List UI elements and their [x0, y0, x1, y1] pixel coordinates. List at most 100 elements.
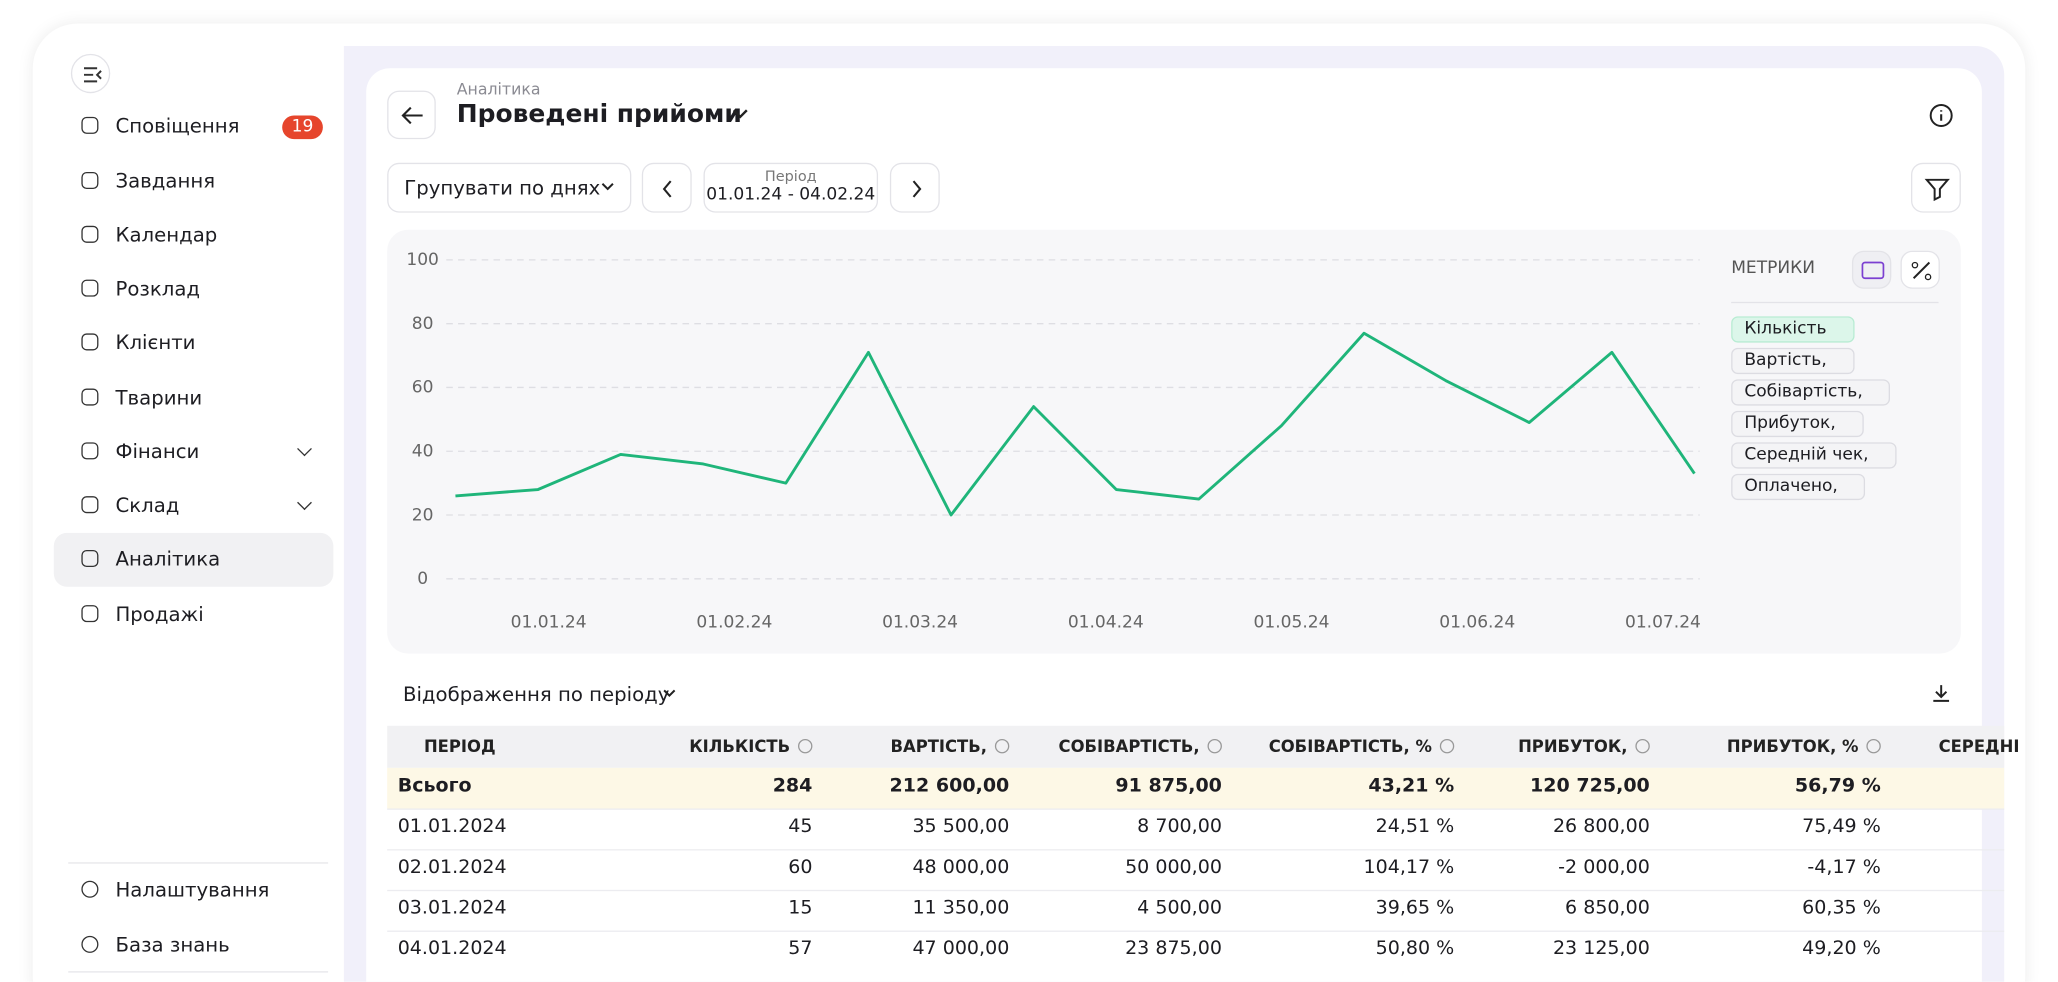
nav-icon: [81, 226, 98, 243]
info-icon: [1208, 739, 1222, 753]
icon: [1853, 252, 1892, 290]
nav-item[interactable]: Розклад: [81, 276, 330, 302]
nav-item[interactable]: Фінанси: [81, 438, 330, 464]
nav-item[interactable]: Продажі: [81, 601, 330, 627]
table-cell: 49,20 %: [1802, 938, 1881, 959]
table-cell: 45: [788, 816, 812, 837]
table-title[interactable]: Відображення по періоду: [403, 683, 669, 707]
column-header[interactable]: ПРИБУТОК, %: [1727, 736, 1859, 756]
table-cell: 39,65 %: [1376, 898, 1455, 919]
table-cell: 56,79 %: [1795, 776, 1881, 797]
table-cell: 23 875,00: [1125, 938, 1222, 959]
nav-icon: [81, 496, 98, 513]
table-cell: 47 000,00: [912, 938, 1009, 959]
table-cell: 48 000,00: [912, 857, 1009, 878]
x-tick-label: 01.07.24: [1625, 612, 1701, 632]
info-icon: [1866, 739, 1880, 753]
row-divider: [387, 849, 2004, 850]
x-tick-label: 01.06.24: [1439, 612, 1515, 632]
icon: [1902, 252, 1941, 290]
nav-icon: [81, 333, 98, 350]
nav-icon: [81, 117, 98, 134]
metric-chip[interactable]: Середній чек,: [1731, 442, 1896, 468]
nav-label: Календар: [116, 222, 218, 248]
y-tick-label: 60: [412, 378, 434, 398]
table-cell: 01.01.2024: [398, 816, 507, 837]
column-header[interactable]: ВАРТІСТЬ,: [890, 736, 987, 756]
table-cell: -4,17 %: [1807, 857, 1880, 878]
info-icon: [798, 739, 812, 753]
table-cell: 212 600,00: [890, 776, 1010, 797]
legend-chip[interactable]: Кількість: [1731, 316, 1854, 342]
nav-item[interactable]: Аналітика: [81, 546, 330, 572]
nav-label: Фінанси: [116, 438, 200, 464]
table-cell: 03.01.2024: [398, 898, 507, 919]
nav-icon: [81, 172, 98, 189]
info-icon: [1635, 739, 1649, 753]
metric-chip[interactable]: Оплачено,: [1731, 474, 1865, 500]
table-cell: -2 000,00: [1558, 857, 1650, 878]
column-header[interactable]: ПРИБУТОК,: [1518, 736, 1627, 756]
column-header[interactable]: СОБІВАРТІСТЬ, %: [1269, 736, 1432, 756]
metrics-title: МЕТРИКИ: [1731, 259, 1815, 279]
percent-toggle[interactable]: [1901, 251, 1940, 289]
table-cell: 60,35 %: [1802, 898, 1881, 919]
table-cell: 23 125,00: [1553, 938, 1650, 959]
nav-item[interactable]: Тварини: [81, 385, 330, 411]
row-divider: [387, 931, 2004, 932]
nav-item[interactable]: Календар: [81, 222, 330, 248]
table-cell: 284: [773, 776, 813, 797]
table-cell: 60: [788, 857, 812, 878]
table-cell: 50,80 %: [1376, 938, 1455, 959]
column-header[interactable]: СЕРЕДНІ: [1939, 736, 2020, 756]
table-cell: 02.01.2024: [398, 857, 507, 878]
metric-chip[interactable]: Собівартість,: [1731, 379, 1890, 405]
nav-label: Продажі: [116, 601, 204, 627]
x-tick-label: 01.04.24: [1068, 612, 1144, 632]
nav-label: Завдання: [116, 168, 216, 194]
y-tick-label: 80: [412, 314, 434, 334]
y-tick-label: 0: [417, 569, 428, 589]
nav-label: Розклад: [116, 276, 201, 302]
table-cell: 57: [788, 938, 812, 959]
nav-label: Тварини: [116, 385, 203, 411]
download-button[interactable]: [1929, 683, 1953, 707]
line-series: [455, 333, 1694, 515]
nav-item[interactable]: Налаштування: [81, 877, 330, 903]
nav-item[interactable]: База знань: [81, 932, 330, 958]
nav-icon: [81, 280, 98, 297]
table-cell: 43,21 %: [1368, 776, 1454, 797]
column-header[interactable]: СОБІВАРТІСТЬ,: [1059, 736, 1200, 756]
badge: 19: [282, 116, 323, 140]
table-cell: 8 700,00: [1137, 816, 1222, 837]
column-header[interactable]: КІЛЬКІСТЬ: [689, 736, 790, 756]
nav-icon: [81, 881, 98, 898]
nav-item[interactable]: Склад: [81, 492, 330, 518]
table-cell: 120 725,00: [1530, 776, 1650, 797]
table-cell: 11 350,00: [912, 898, 1009, 919]
x-tick-label: 01.05.24: [1254, 612, 1330, 632]
info-icon: [1440, 739, 1454, 753]
table-cell: 75,49 %: [1802, 816, 1881, 837]
table-cell: 04.01.2024: [398, 938, 507, 959]
nav-label: Клієнти: [116, 329, 196, 355]
table-cell: 91 875,00: [1115, 776, 1222, 797]
absolute-toggle[interactable]: [1852, 251, 1891, 289]
metric-chip[interactable]: Прибуток,: [1731, 411, 1863, 437]
nav-icon: [81, 605, 98, 622]
table-cell: 50 000,00: [1125, 857, 1222, 878]
table-cell: Всього: [398, 776, 472, 797]
table-cell: 15: [788, 898, 812, 919]
y-tick-label: 40: [412, 441, 434, 461]
nav-icon: [81, 442, 98, 459]
nav-item[interactable]: Клієнти: [81, 329, 330, 355]
column-header[interactable]: ПЕРІОД: [424, 736, 496, 756]
metric-chip[interactable]: Вартість,: [1731, 348, 1854, 374]
y-tick-label: 20: [412, 505, 434, 525]
nav-label: Сповіщення: [116, 113, 240, 139]
table-cell: 24,51 %: [1376, 816, 1455, 837]
nav-item[interactable]: Завдання: [81, 168, 330, 194]
icon: [662, 688, 678, 701]
